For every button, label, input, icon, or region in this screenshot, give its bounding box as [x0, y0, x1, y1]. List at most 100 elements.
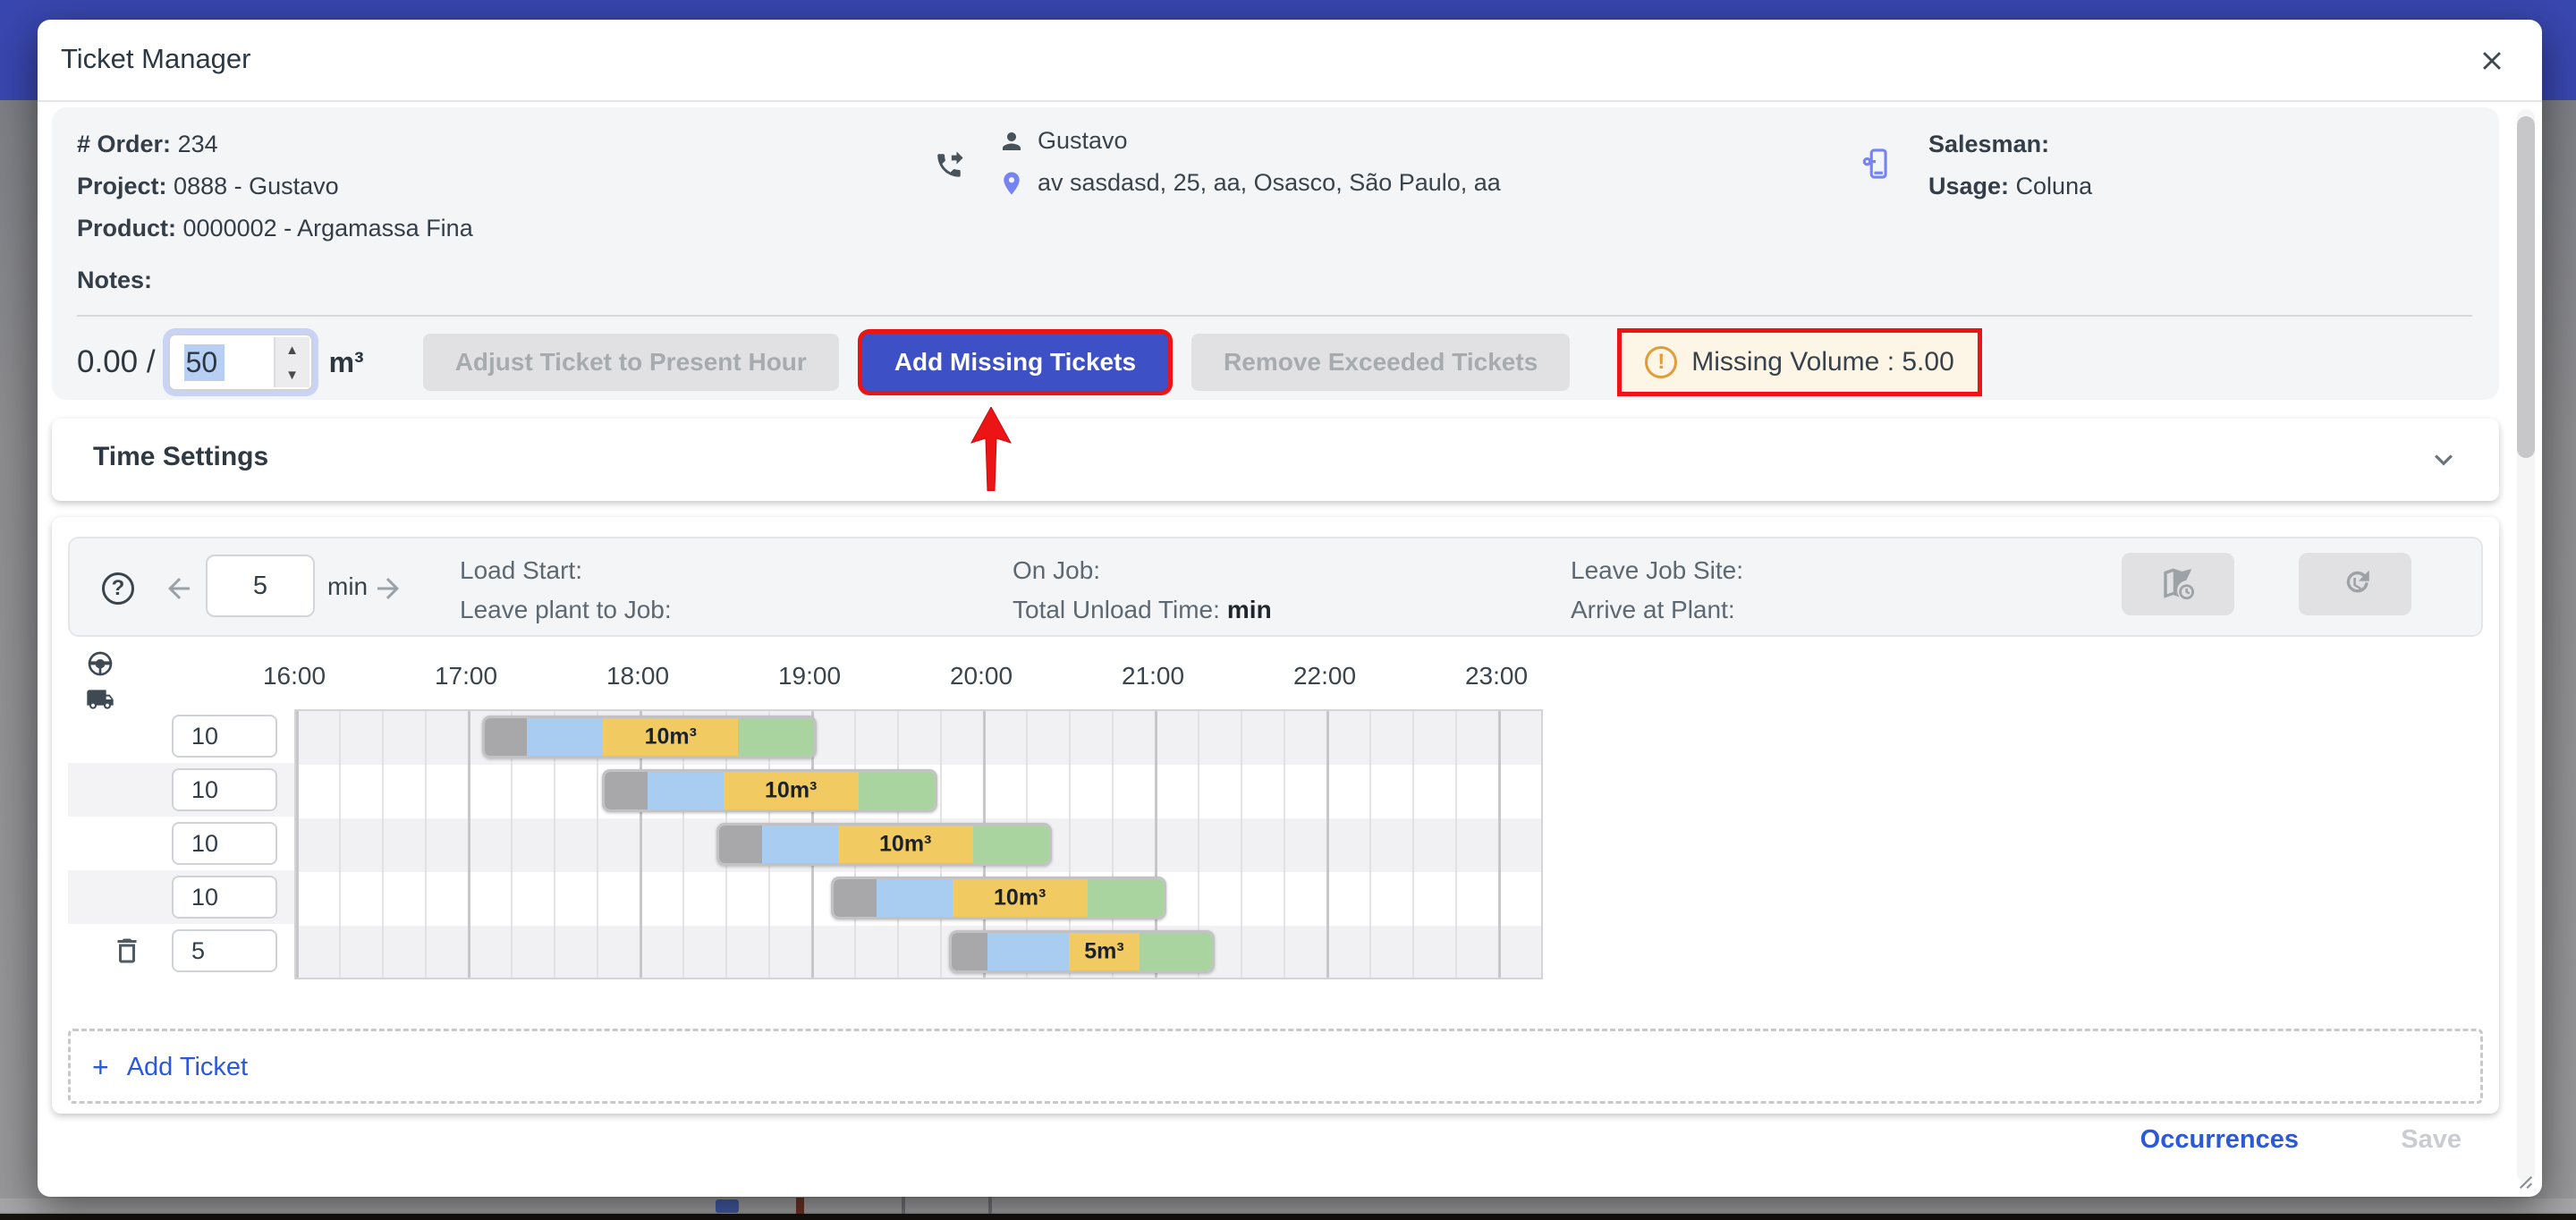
resize-handle[interactable] [2508, 1165, 2535, 1191]
ticket-manager-dialog: Ticket Manager # Order: 234 Project: 088… [38, 20, 2542, 1197]
segment-unload: 5m³ [1069, 933, 1140, 970]
toolbar-field-group-1: Load Start: Leave plant to Job: [460, 551, 679, 630]
interval-unit-label: min [327, 572, 369, 600]
person-icon [998, 128, 1025, 155]
ticket-bar[interactable]: 10m³ [716, 823, 1052, 866]
chevron-down-icon[interactable] [2426, 442, 2462, 482]
scheduling-card: ? min Load Start: Leave plant to Job: On… [52, 517, 2499, 1114]
ticket-volume-input[interactable] [172, 768, 277, 811]
axis-hour-label: 20:00 [949, 662, 1013, 690]
salesman-line: Salesman: [1928, 131, 2050, 157]
device-key-icon[interactable] [1859, 147, 1893, 185]
gantt-grid: 10m³ 10m³ 10m³ 10m³ 5m³ [294, 709, 1543, 979]
ticket-volume-label: 10m³ [765, 777, 818, 803]
usage-line: Usage: Coluna [1928, 173, 2093, 199]
axis-hour-label: 17:00 [434, 662, 498, 690]
segment-return-to-plant [738, 718, 815, 756]
map-time-button[interactable] [2122, 553, 2234, 615]
segment-load [951, 933, 988, 970]
toolbar-field-group-2: On Job: Total Unload Time: min [1013, 551, 1272, 630]
dialog-header: Ticket Manager [38, 20, 2542, 102]
shift-right-icon[interactable] [372, 572, 404, 605]
ticket-volume-input[interactable] [172, 822, 277, 865]
plus-icon: + [92, 1051, 109, 1083]
product-line: Product: 0000002 - Argamassa Fina [77, 215, 473, 241]
spinner-down-icon[interactable]: ▼ [285, 367, 300, 383]
gantt-time-axis: 16:00 17:00 18:00 19:00 20:00 21:00 22:00 23:00 [263, 662, 1539, 699]
segment-travel-to-job [987, 933, 1070, 970]
occurrences-button[interactable]: Occurrences [2140, 1125, 2299, 1154]
interval-minutes-input[interactable] [206, 555, 315, 617]
ticket-row [68, 870, 294, 924]
ticket-volume-input[interactable] [172, 715, 277, 758]
notes-field[interactable] [77, 299, 2472, 317]
ticket-bar[interactable]: 10m³ [602, 769, 937, 812]
ticket-volume-input[interactable] [172, 876, 277, 919]
ticket-bar[interactable]: 10m³ [482, 716, 818, 758]
dialog-title: Ticket Manager [61, 43, 251, 74]
gantt-legend-icons [86, 649, 114, 714]
segment-load [605, 772, 648, 809]
add-ticket-label: Add Ticket [126, 1053, 249, 1081]
missing-volume-text: Missing Volume : 5.00 [1691, 347, 1954, 377]
segment-travel-to-job [527, 718, 604, 756]
axis-hour-label: 21:00 [1121, 662, 1185, 690]
customer-contact-block: Gustavo av sasdasd, 25, aa, Osasco, São … [998, 120, 1501, 204]
help-icon[interactable]: ? [102, 572, 134, 605]
segment-travel-to-job [876, 879, 953, 917]
customer-name: Gustavo [1038, 127, 1128, 154]
axis-hour-label: 18:00 [606, 662, 670, 690]
update-time-button[interactable] [2299, 553, 2411, 615]
background-table-row [0, 1199, 2576, 1212]
order-number-line: # Order: 234 [77, 131, 218, 157]
order-info-card: # Order: 234 Project: 0888 - Gustavo Pro… [52, 107, 2499, 400]
segment-travel-to-job [647, 772, 724, 809]
add-missing-tickets-button[interactable]: Add Missing Tickets [861, 334, 1169, 391]
adjust-ticket-button[interactable]: Adjust Ticket to Present Hour [422, 334, 839, 391]
add-ticket-container: + Add Ticket [68, 1029, 2483, 1104]
axis-hour-label: 19:00 [777, 662, 842, 690]
segment-return-to-plant [972, 826, 1049, 863]
segment-unload: 10m³ [723, 772, 859, 809]
location-pin-icon[interactable] [998, 170, 1025, 197]
background-column-divider [988, 1197, 992, 1215]
segment-load [834, 879, 877, 917]
background-column-divider [902, 1197, 905, 1215]
background-blue-icon [716, 1199, 739, 1213]
axis-hour-label: 23:00 [1464, 662, 1529, 690]
ticket-volume-column [68, 709, 294, 978]
dialog-scrollbar-thumb[interactable] [2517, 116, 2535, 458]
segment-unload: 10m³ [603, 718, 739, 756]
segment-return-to-plant [1087, 879, 1164, 917]
total-unload-time-field: Total Unload Time: min [1013, 596, 1272, 623]
ticket-bar[interactable]: 10m³ [831, 877, 1166, 919]
add-ticket-button[interactable]: + Add Ticket [92, 1051, 248, 1084]
phone-forward-icon[interactable] [934, 150, 964, 181]
steering-wheel-icon [86, 649, 114, 678]
target-volume-input[interactable]: 50 ▲ ▼ [167, 334, 313, 391]
delete-ticket-icon[interactable] [111, 935, 143, 967]
segment-unload: 10m³ [837, 826, 973, 863]
segment-unload: 10m³ [952, 879, 1088, 917]
time-settings-section[interactable]: Time Settings [52, 419, 2499, 501]
ticket-bar[interactable]: 5m³ [948, 930, 1216, 973]
background-bottom-strip [0, 1214, 2576, 1220]
ticket-volume-label: 10m³ [879, 831, 932, 857]
spinner-up-icon[interactable]: ▲ [285, 342, 300, 358]
background-brown-marker [796, 1198, 804, 1215]
segment-load [485, 718, 528, 756]
segment-return-to-plant [1139, 933, 1213, 970]
target-volume-value: 50 [183, 343, 225, 381]
ticket-volume-label: 10m³ [644, 724, 697, 750]
save-button[interactable]: Save [2401, 1125, 2462, 1154]
ticket-row [68, 817, 294, 870]
ticket-volume-input[interactable] [172, 929, 277, 972]
remove-exceeded-tickets-button[interactable]: Remove Exceeded Tickets [1191, 334, 1571, 391]
close-icon[interactable] [2472, 41, 2512, 80]
leave-job-site-field: Leave Job Site: [1571, 556, 1744, 584]
segment-travel-to-job [761, 826, 838, 863]
segment-load [719, 826, 762, 863]
arrive-at-plant-field: Arrive at Plant: [1571, 596, 1735, 623]
shift-left-icon[interactable] [163, 572, 195, 605]
segment-return-to-plant [858, 772, 935, 809]
